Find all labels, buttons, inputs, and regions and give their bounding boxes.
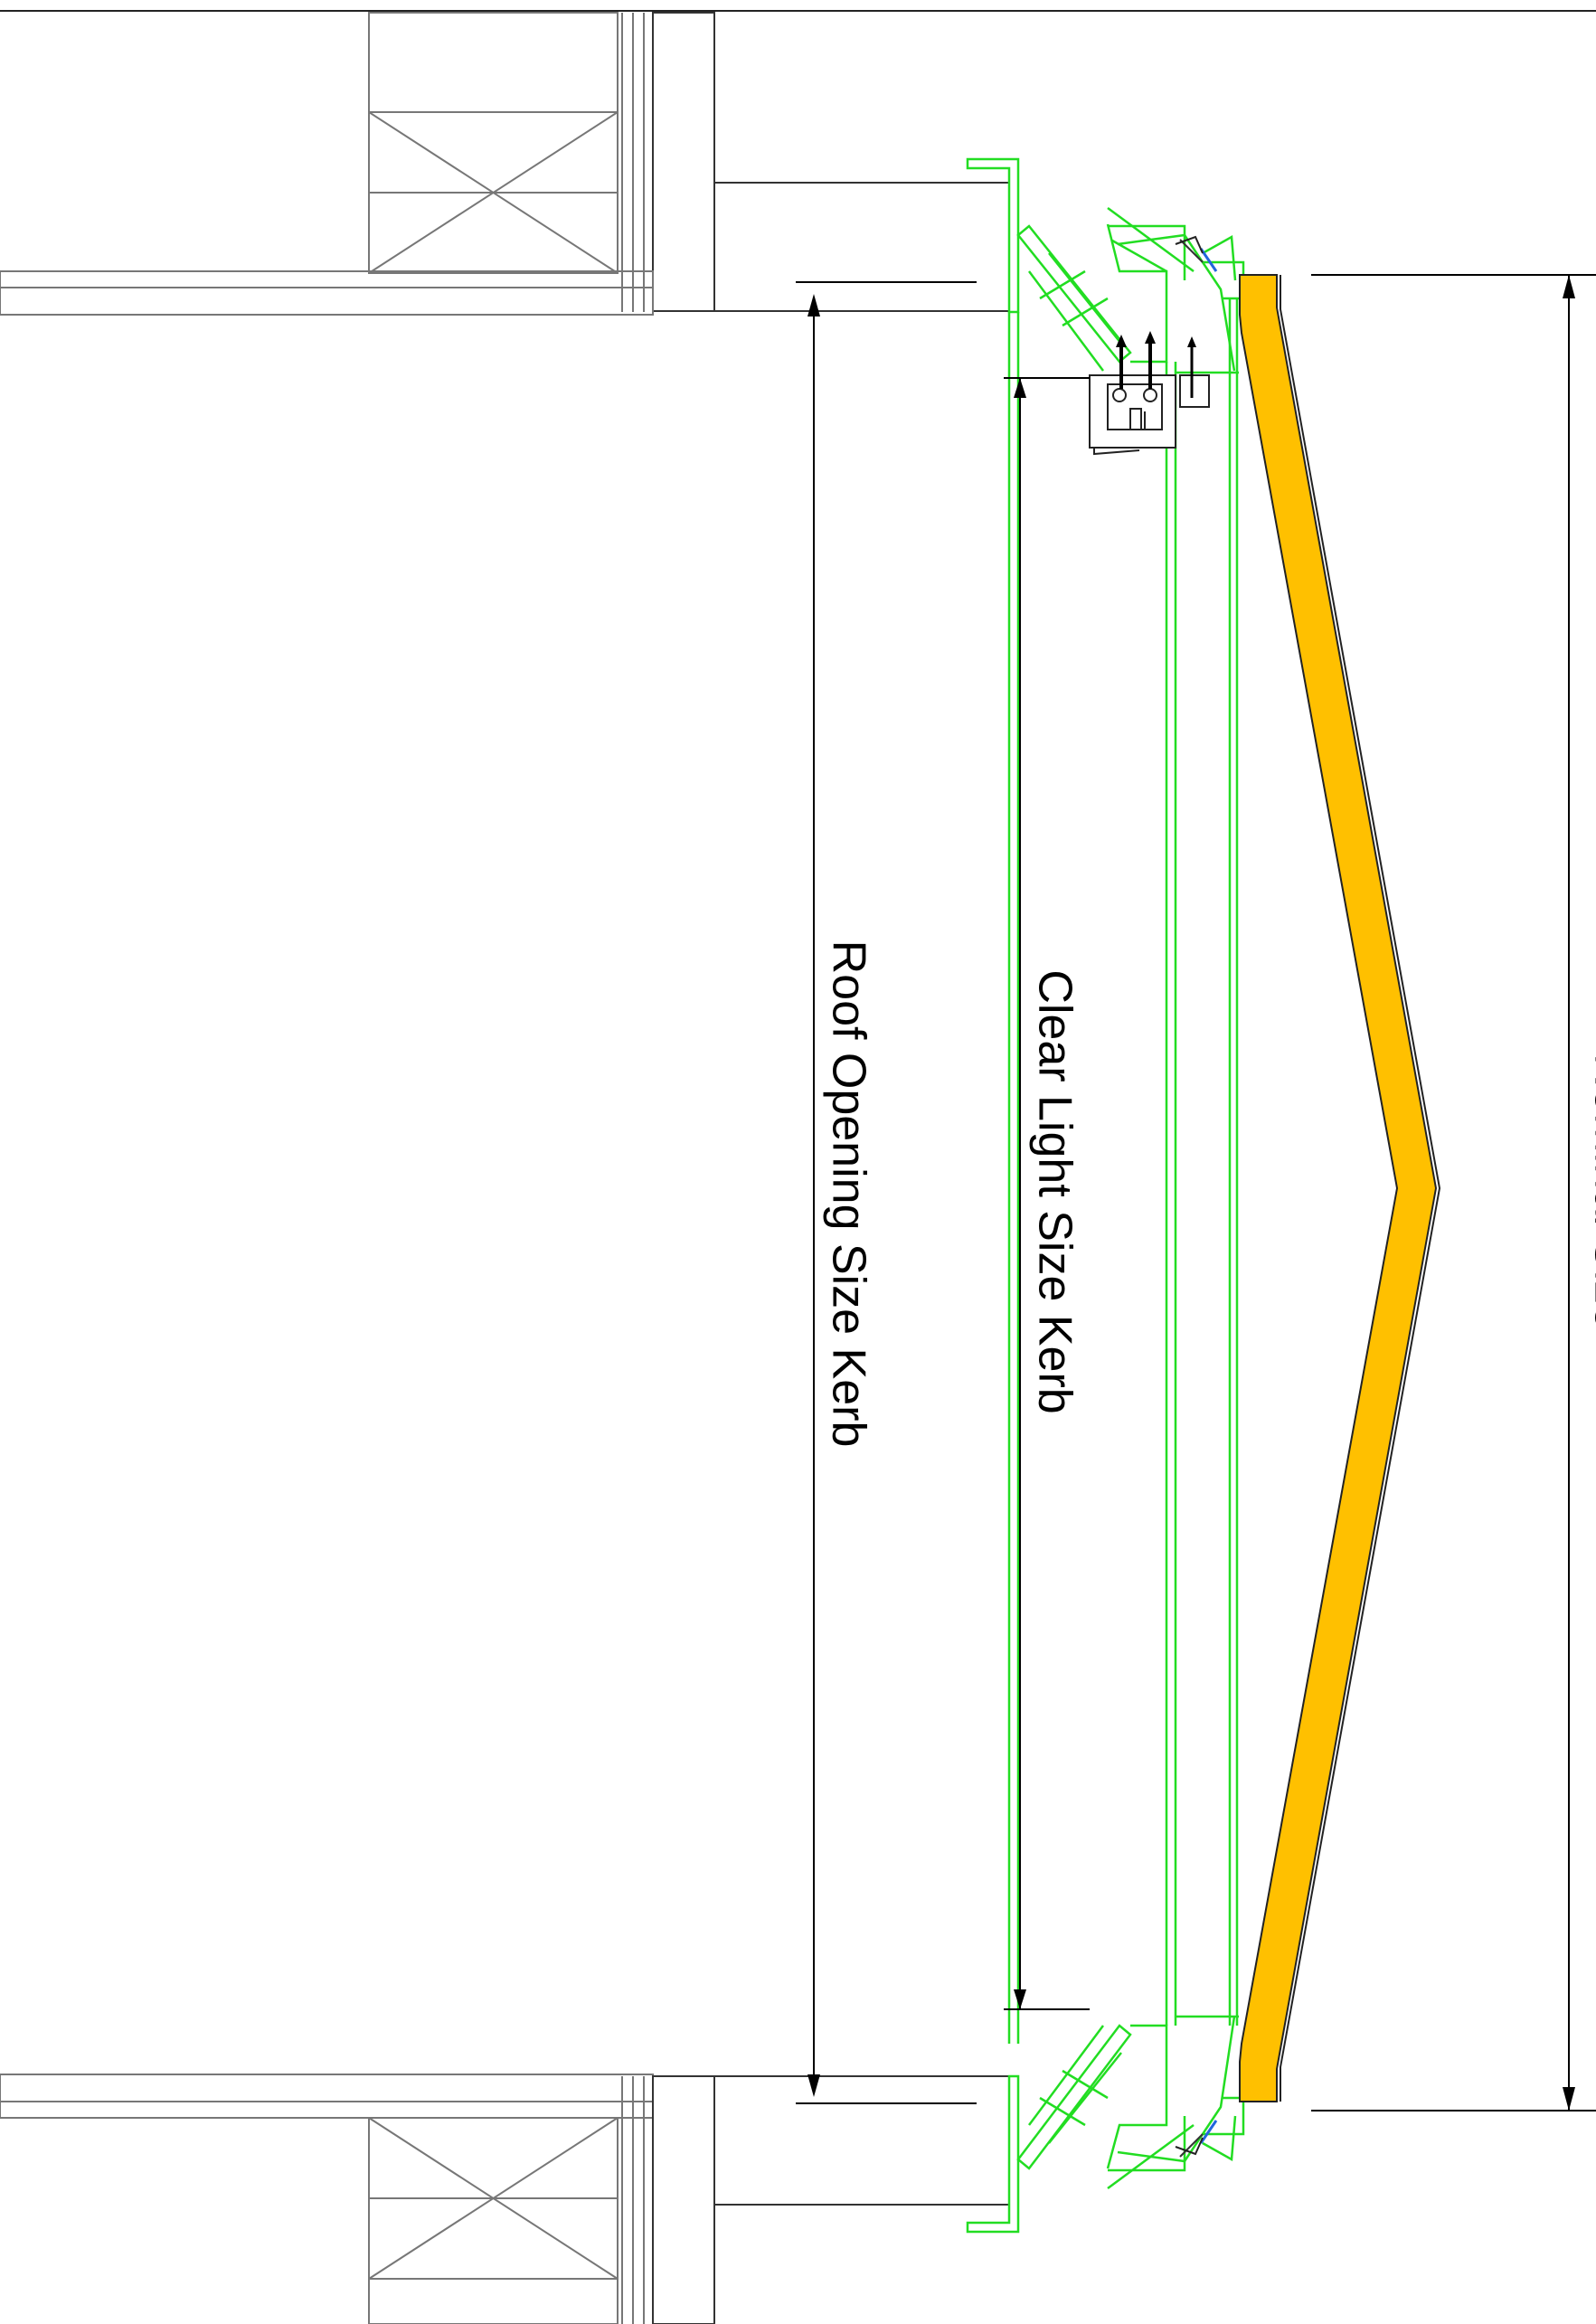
clear-light-label: Clear Light Size Kerb [1028, 969, 1081, 1413]
concrete-kerb-bottom [713, 2075, 1010, 2206]
glazing-dome [1239, 274, 1441, 2102]
top-structure [0, 12, 1010, 316]
dimension-clear-light [1004, 377, 1090, 2010]
bottom-structure [0, 2074, 1010, 2324]
kerb-frame-top [966, 157, 1245, 2044]
roof-deck-bottom [0, 2074, 654, 2119]
insulation-top [652, 12, 715, 312]
roof-opening-label: Roof Opening Size Kerb [822, 940, 874, 1448]
roof-deck-top [0, 270, 654, 316]
kerb-frame-bottom [966, 2015, 1245, 2234]
dimension-nominal [1311, 274, 1596, 2111]
dimension-roof-opening [807, 294, 820, 2097]
insulation-bottom [652, 2075, 715, 2324]
timber-grain-bottom [368, 2278, 619, 2324]
nominal-size-label: Nominal Size [1584, 1053, 1596, 1330]
timber-grain-top [368, 12, 619, 113]
concrete-kerb-top [713, 182, 1010, 312]
bracket-fixing [1089, 235, 1218, 2156]
